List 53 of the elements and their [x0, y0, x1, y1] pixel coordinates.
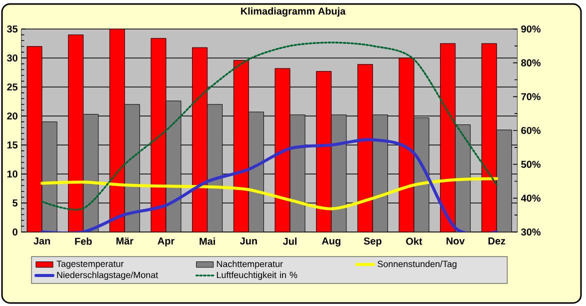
bar [481, 43, 497, 232]
bar [234, 60, 249, 232]
y-tick-label: 10 [7, 170, 18, 178]
bar [110, 29, 125, 232]
bar [124, 104, 140, 232]
y-tick-label: 35 [6, 25, 18, 33]
line-series [40, 138, 498, 232]
bar [316, 71, 332, 232]
x-tick-label: Nov [446, 238, 465, 244]
x-tick-label: Sep [364, 238, 382, 247]
bar [83, 114, 98, 232]
y2-tick-label: 70% [521, 93, 541, 100]
y2-tick-label: 60% [521, 126, 541, 134]
bar [248, 112, 264, 232]
x-tick-label: Aug [322, 238, 340, 246]
y2-tick-label: 30% [521, 228, 541, 236]
y2-tick-label: 90% [521, 25, 541, 33]
x-tick-label: Mai [200, 238, 215, 245]
legend-label: Nachttemperatur [216, 260, 283, 269]
y-tick-label: 15 [7, 142, 18, 148]
line-series [41, 42, 498, 210]
chart-title: Klimadiagramm Abuja [241, 7, 346, 17]
legend-label: Sonnenstunden/Tag [378, 260, 456, 269]
bar [496, 130, 512, 232]
bar [372, 114, 388, 232]
y2-tick-label: 50% [521, 160, 541, 168]
x-tick-label: Feb [75, 238, 92, 245]
y2-tick-label: 80% [521, 59, 541, 66]
bar [358, 64, 373, 232]
x-tick-label: Mär [116, 238, 134, 245]
bar [331, 114, 346, 232]
legend-label: Luftfeuchtigkeit in % [216, 272, 298, 280]
y2-tick-label: 40% [521, 194, 541, 202]
y-tick-label: 5 [12, 200, 18, 206]
y-tick-label: 30 [6, 54, 18, 62]
y-tick-label: 20 [7, 112, 18, 120]
line-series [40, 177, 498, 210]
y-tick-label: 25 [7, 83, 18, 91]
x-tick-label: Jun [240, 238, 257, 244]
x-tick-label: Dez [488, 238, 506, 244]
x-tick-label: Jul [282, 238, 296, 245]
x-tick-label: Apr [158, 238, 174, 246]
bar [455, 124, 470, 232]
bar [192, 48, 208, 232]
x-tick-label: Jan [34, 238, 50, 244]
legend-label: Niederschlagstage/Monat [57, 272, 158, 280]
legend-label: Tagestemperatur [56, 260, 124, 269]
bar [68, 34, 84, 232]
y-tick-label: 0 [12, 228, 18, 236]
x-tick-label: Okt [406, 238, 422, 245]
bar [27, 46, 42, 232]
bar [440, 44, 456, 232]
bar [207, 104, 222, 232]
